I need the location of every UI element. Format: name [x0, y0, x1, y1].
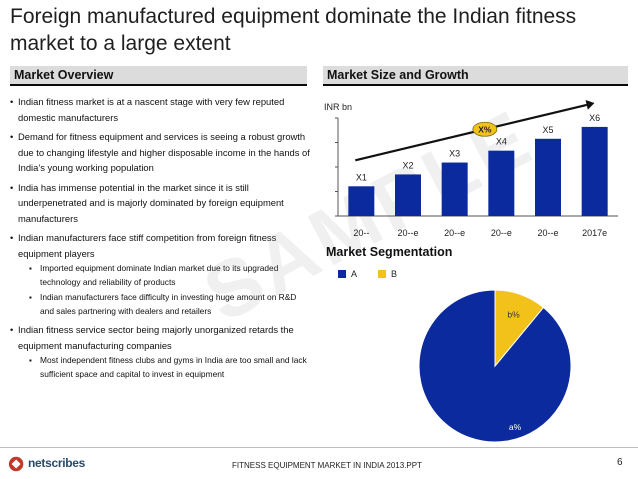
growth-arrow-head — [585, 100, 595, 110]
sub-bullet-item: Most independent fitness clubs and gyms … — [18, 354, 310, 381]
overview-bullets: Indian fitness market is at a nascent st… — [10, 94, 310, 385]
bullet-text: Indian manufacturers face stiff competit… — [18, 232, 277, 259]
x-tick-label: 20--e — [397, 228, 418, 238]
bullet-item: Indian fitness market is at a nascent st… — [10, 94, 310, 125]
bar-data-label: X1 — [356, 172, 367, 182]
netscribes-logo-icon — [8, 456, 24, 472]
market-size-heading: Market Size and Growth — [323, 66, 628, 86]
market-segmentation-pie-chart: A Ba% b% — [338, 269, 572, 443]
bar-data-label: X2 — [402, 160, 413, 170]
bar-data-label: X3 — [449, 149, 460, 159]
pie-slice-b — [494, 289, 545, 368]
market-segmentation-heading: Market Segmentation — [326, 245, 453, 259]
footer-divider — [0, 447, 638, 448]
bar-data-label: X5 — [542, 125, 553, 135]
bar-data-label: X6 — [589, 113, 600, 123]
cagr-label: X% — [478, 124, 492, 134]
legend-swatch-b — [378, 270, 386, 278]
bullet-text: Indian fitness service sector being majo… — [18, 324, 294, 351]
bar-4 — [488, 150, 515, 216]
sub-bullet-item: Indian manufacturers face difficulty in … — [18, 291, 310, 318]
slide-title: Foreign manufactured equipment dominate … — [10, 5, 577, 55]
market-overview-heading: Market Overview — [10, 66, 307, 86]
market-size-bar-chart: INR bn X1 20-- X2 20--e X3 20--e X4 20--e X5 20--e… — [324, 100, 618, 238]
page-number: 6 — [617, 457, 623, 468]
footer-text: FITNESS EQUIPMENT MARKET IN INDIA 2013.P… — [232, 461, 422, 470]
legend-label-a: A — [351, 269, 357, 279]
bar-5 — [535, 138, 561, 216]
y-axis-unit-label: INR bn — [324, 102, 352, 112]
x-tick-label: 20--e — [444, 228, 465, 238]
sub-bullet-item: Imported equipment dominate Indian marke… — [18, 262, 310, 289]
brand-name: netscribes — [28, 456, 86, 470]
cagr-badge — [472, 121, 498, 137]
x-tick-label: 20--e — [491, 228, 512, 238]
bullet-item: India has immense potential in the marke… — [10, 180, 310, 227]
pie-data-label: b% — [507, 310, 520, 320]
bar-3 — [441, 162, 468, 216]
growth-arrow-line — [355, 103, 587, 162]
x-tick-label: 20-- — [353, 228, 369, 238]
bar-6 — [581, 126, 608, 216]
bullet-item: Indian fitness service sector being majo… — [10, 322, 310, 381]
legend-label-b: B — [391, 269, 397, 279]
pie-data-label: a% — [509, 422, 522, 432]
legend-swatch-a — [338, 270, 346, 278]
bullet-item: Demand for fitness equipment and service… — [10, 129, 310, 176]
bar-data-label: X4 — [496, 137, 507, 147]
bar-1 — [348, 186, 375, 216]
bullet-item: Indian manufacturers face stiff competit… — [10, 230, 310, 318]
x-tick-label: 20--e — [537, 228, 558, 238]
bar-2 — [395, 174, 421, 216]
x-tick-label: 2017e — [582, 228, 607, 238]
